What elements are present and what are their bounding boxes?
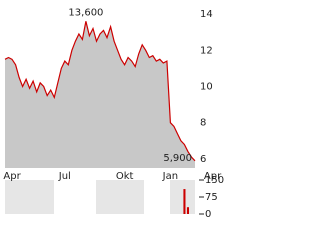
price-area (5, 21, 195, 168)
stock-chart: 6 8 10 12 14 Apr Jul Okt Jan Apr 13,600 5,900 150 75 0 (3, 7, 224, 220)
quarter-band (5, 180, 54, 214)
x-tick-label: Jan (162, 171, 178, 182)
y-tick-label: 10 (200, 82, 213, 93)
value-label: 13,600 (68, 7, 103, 18)
y-tick-label: 12 (200, 45, 213, 56)
x-tick-label: Okt (116, 171, 134, 182)
quarter-band (170, 180, 195, 214)
volume-bar (186, 207, 189, 214)
value-label: 5,900 (163, 153, 192, 164)
y-tick-label: 0 (205, 209, 211, 220)
y-tick-label: 14 (200, 9, 213, 20)
x-tick-label: Apr (3, 171, 21, 182)
quarter-band (96, 180, 144, 214)
y-tick-label: 6 (200, 154, 206, 165)
price-line (4, 21, 196, 162)
y-tick-label: 150 (205, 175, 224, 186)
x-tick-label: Apr (204, 171, 222, 182)
y-tick-label: 75 (205, 192, 218, 203)
volume-bar (183, 189, 186, 214)
x-tick-label: Jul (58, 171, 71, 182)
y-tick-label: 8 (200, 118, 206, 129)
